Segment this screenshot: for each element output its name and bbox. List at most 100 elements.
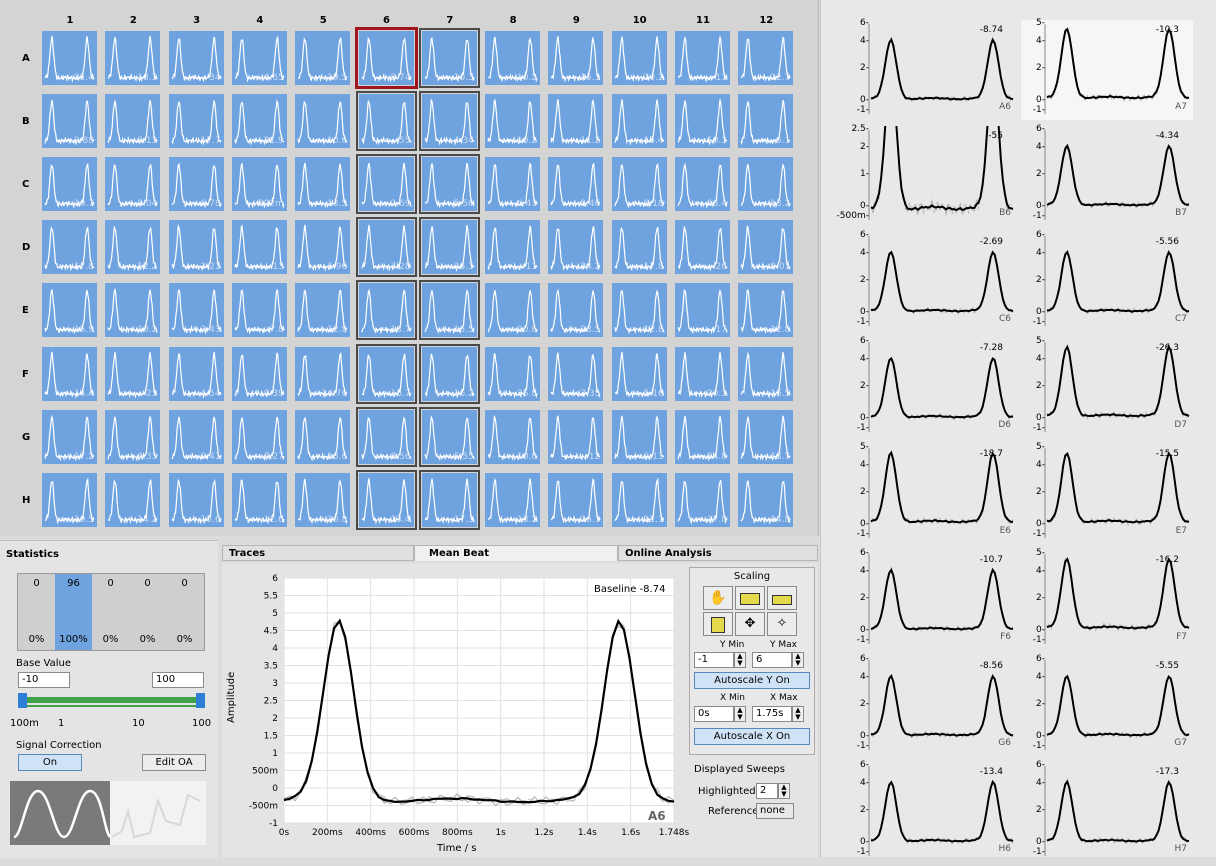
ymin-spinner[interactable]: ▲ ▼ — [734, 652, 746, 668]
well-C6[interactable]: -2.69 — [355, 154, 417, 215]
well-B3[interactable]: -17.7 — [168, 94, 224, 149]
well-B5[interactable]: -10.6 — [295, 94, 351, 149]
well-B12[interactable]: -6.1 — [738, 94, 794, 149]
well-C4[interactable]: -592m — [231, 157, 287, 212]
well-D2[interactable]: -12.2 — [105, 220, 161, 275]
row-header-H[interactable]: H — [22, 494, 31, 506]
well-G12[interactable]: -13.7 — [738, 409, 794, 464]
well-G5[interactable]: -18.6 — [295, 409, 351, 464]
well-A7[interactable]: -10.3 — [418, 28, 480, 88]
highlighted-spinner[interactable]: ▲ ▼ — [778, 783, 790, 799]
well-A11[interactable]: -11 — [675, 31, 730, 85]
well-E6[interactable]: -18.7 — [355, 280, 417, 341]
well-F1[interactable]: -14.4 — [42, 346, 97, 401]
well-F9[interactable]: -7.35 — [548, 346, 604, 401]
well-D6[interactable]: -7.28 — [355, 217, 417, 278]
row-header-E[interactable]: E — [22, 305, 29, 317]
well-C9[interactable]: -8.46 — [548, 157, 604, 212]
well-H6[interactable]: -13.4 — [355, 469, 417, 530]
row-header-G[interactable]: G — [22, 431, 31, 443]
well-B9[interactable]: -11.2 — [548, 94, 604, 149]
mini-chart-F7[interactable]: 5- 4- 2- 0- -1- -16.2 F7 — [1021, 548, 1193, 650]
zoom-rect-icon[interactable] — [735, 586, 765, 610]
highlighted-input[interactable]: 2 — [756, 783, 778, 799]
base-value-slider[interactable] — [20, 697, 204, 703]
well-G2[interactable]: -6.33 — [105, 409, 161, 464]
well-A6[interactable]: -8.74 — [354, 27, 418, 89]
row-header-F[interactable]: F — [22, 368, 29, 380]
column-header-11[interactable]: 11 — [696, 15, 710, 26]
column-header-3[interactable]: 3 — [193, 15, 201, 26]
well-D5[interactable]: -6.96 — [295, 220, 351, 275]
well-H9[interactable]: -26.3 — [548, 472, 604, 527]
row-header-B[interactable]: B — [22, 116, 30, 128]
well-A9[interactable]: -25.1 — [548, 31, 604, 85]
well-G1[interactable]: -17.2 — [42, 409, 97, 464]
column-header-10[interactable]: 10 — [632, 15, 647, 26]
well-B10[interactable]: -15.4 — [611, 94, 667, 149]
mini-chart-H6[interactable]: 6- 4- 2- 0- -1- -13.4 H6 — [845, 760, 1017, 862]
well-D7[interactable]: -26.3 — [418, 217, 480, 278]
well-B4[interactable]: -21.9 — [231, 94, 287, 149]
well-E9[interactable]: -23.5 — [548, 283, 604, 338]
well-B11[interactable]: -10.3 — [675, 94, 730, 149]
well-C7[interactable]: -5.56 — [418, 154, 480, 215]
well-A5[interactable]: -19.5 — [295, 31, 351, 85]
column-header-4[interactable]: 4 — [256, 15, 264, 26]
xmin-input[interactable]: 0s — [694, 706, 734, 722]
well-G6[interactable]: -8.56 — [355, 406, 417, 467]
well-D12[interactable]: -9.01 — [738, 220, 794, 275]
well-F12[interactable]: -15.5 — [738, 346, 794, 401]
well-H1[interactable]: -19.5 — [42, 472, 97, 527]
well-C12[interactable]: -13.2 — [738, 157, 794, 212]
well-H12[interactable]: -14.8 — [738, 472, 794, 527]
xmax-input[interactable]: 1.75s — [752, 706, 792, 722]
well-H8[interactable]: -13.2 — [485, 472, 541, 527]
well-D3[interactable]: -3.21 — [168, 220, 224, 275]
well-F3[interactable]: -4.54 — [168, 346, 224, 401]
signal-correction-on-button[interactable]: On — [18, 754, 82, 771]
well-E1[interactable]: -15.9 — [42, 283, 97, 338]
well-H2[interactable]: -14.2 — [105, 472, 161, 527]
well-B8[interactable]: -10.2 — [485, 94, 541, 149]
well-F8[interactable]: -35.8 — [485, 346, 541, 401]
mini-chart-E7[interactable]: 5- 4- 2- 0- -1- -15.5 E7 — [1021, 442, 1193, 544]
base-max-input[interactable]: 100 — [152, 672, 204, 688]
row-header-D[interactable]: D — [22, 242, 31, 254]
ymin-input[interactable]: -1 — [694, 652, 734, 668]
well-H3[interactable]: -10.6 — [168, 472, 224, 527]
well-C10[interactable]: -8.18 — [611, 157, 667, 212]
well-E12[interactable]: -12.8 — [738, 283, 794, 338]
row-header-A[interactable]: A — [22, 53, 30, 64]
well-D8[interactable]: -11 — [485, 220, 541, 275]
well-F11[interactable]: -20.1 — [675, 346, 730, 401]
well-A3[interactable]: -34 — [168, 31, 224, 85]
well-G9[interactable]: -12 — [548, 409, 604, 464]
xmin-spinner[interactable]: ▲ ▼ — [734, 706, 746, 722]
well-G7[interactable]: -5.55 — [418, 406, 480, 467]
row-header-C[interactable]: C — [22, 179, 30, 191]
well-C5[interactable]: -13.5 — [295, 157, 351, 212]
well-C3[interactable]: -6.78 — [168, 157, 224, 212]
well-E10[interactable]: -12.8 — [611, 283, 667, 338]
mini-chart-F6[interactable]: 6- 4- 2- 0- -1- -10.7 F6 — [845, 548, 1017, 650]
column-header-5[interactable]: 5 — [319, 15, 327, 26]
mini-chart-A7[interactable]: 5- 4- 2- 0- -1- -10.3 A7 — [1021, 18, 1193, 120]
well-F10[interactable]: -5.16 — [611, 346, 667, 401]
well-G8[interactable]: -10.6 — [485, 409, 541, 464]
mini-chart-C6[interactable]: 6- 4- 2- 0- -1- -2.69 C6 — [845, 230, 1017, 332]
tab-mean-beat[interactable]: Mean Beat — [414, 545, 618, 561]
well-E4[interactable]: -7.8 — [231, 283, 287, 338]
base-min-input[interactable]: -10 — [18, 672, 70, 688]
well-A10[interactable]: -20.2 — [611, 31, 667, 85]
well-F4[interactable]: -9.39 — [231, 346, 287, 401]
zoom-out-arrows-icon[interactable]: ✧ — [767, 612, 797, 636]
mini-chart-G7[interactable]: 6- 4- 2- 0- -1- -5.55 G7 — [1021, 654, 1193, 756]
well-H5[interactable]: -20.8 — [295, 472, 351, 527]
well-C2[interactable]: -8.04 — [105, 157, 161, 212]
zoom-x-icon[interactable] — [767, 586, 797, 610]
mini-chart-D7[interactable]: 5- 4- 2- 0- -1- -26.3 D7 — [1021, 336, 1193, 438]
column-header-6[interactable]: 6 — [383, 15, 390, 26]
well-D1[interactable]: -17.8 — [42, 220, 97, 275]
well-D9[interactable]: -24.2 — [548, 220, 604, 275]
